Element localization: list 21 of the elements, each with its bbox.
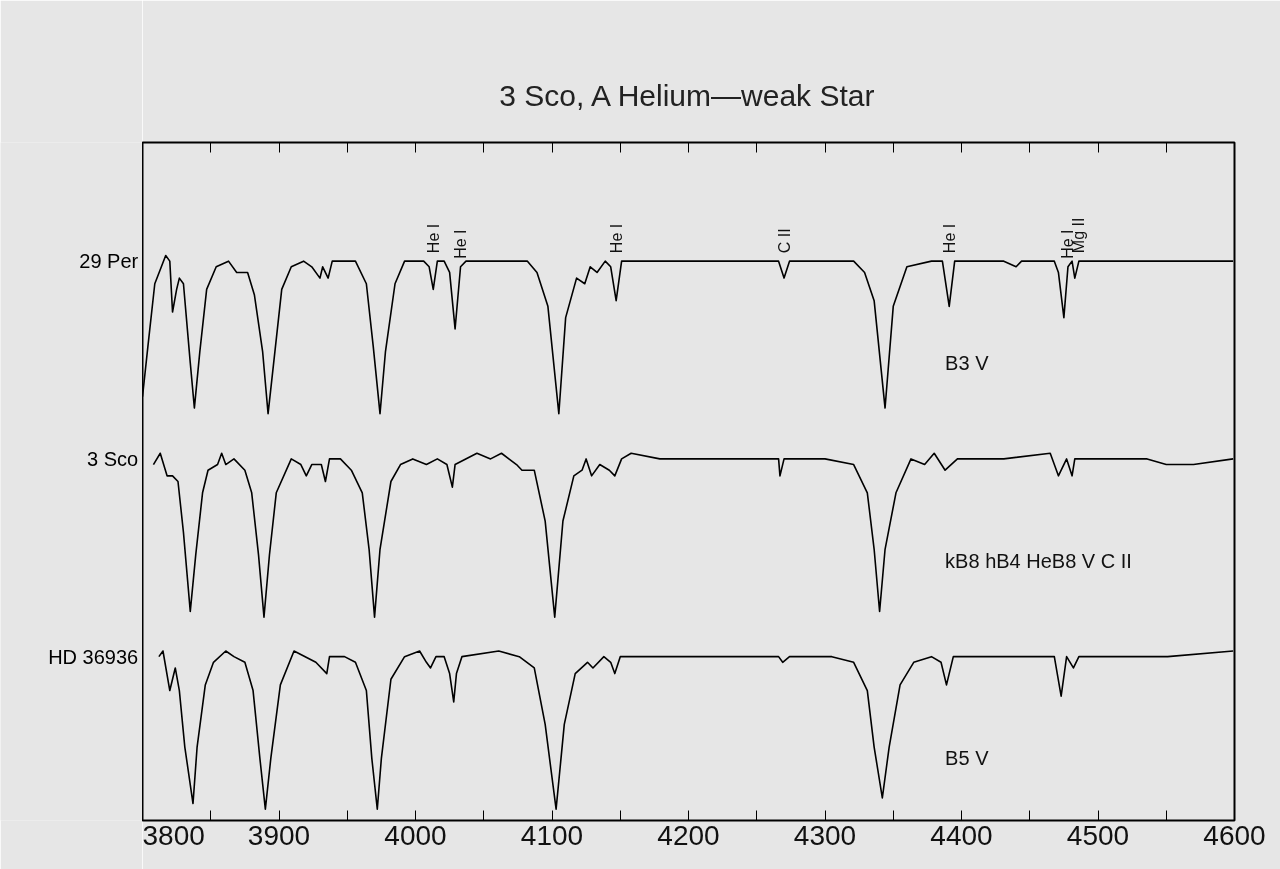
series-label: 29 Per	[79, 250, 139, 273]
annotation: He I	[424, 223, 442, 254]
series-label: 3 Sco	[87, 447, 139, 470]
annotation: He I	[607, 223, 625, 254]
x-tick-label: 4400	[930, 819, 993, 851]
x-tick-label: 3900	[247, 819, 311, 851]
x-tick-label: 4300	[793, 819, 857, 851]
annotation: C II	[775, 228, 793, 254]
x-tick-label: 3800	[142, 819, 205, 851]
series-label: HD 36936	[48, 645, 139, 668]
x-tick-label: 4600	[1203, 819, 1266, 851]
annotation: kB8 hB4 HeB8 V C II	[945, 549, 1132, 572]
annotation: B3 V	[945, 351, 990, 374]
annotation: He I	[452, 229, 470, 259]
x-tick-label: 4200	[657, 819, 720, 851]
chart-title: 3 Sco, A Helium—weak Star	[499, 78, 875, 112]
x-tick-label: 4000	[384, 819, 447, 851]
annotation: B5 V	[945, 747, 990, 770]
x-tick-label: 4100	[520, 819, 584, 851]
annotation: He I	[940, 223, 958, 254]
x-tick-label: 4500	[1066, 819, 1130, 851]
